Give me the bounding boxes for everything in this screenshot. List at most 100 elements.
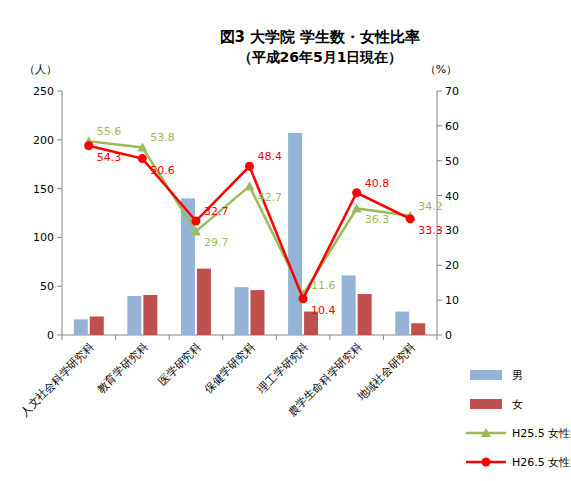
legend-label: H25.5 女性比率 (512, 427, 571, 440)
x-tick (276, 335, 277, 340)
y2-tick (437, 335, 442, 336)
legend-marker (481, 428, 491, 437)
data-label: 40.8 (365, 177, 390, 190)
legend-label: 男 (512, 369, 523, 382)
marker (84, 141, 93, 150)
bar (411, 323, 425, 335)
marker (245, 181, 255, 190)
x-tick (329, 335, 330, 340)
chart: 図3 大学院 学生数・女性比率 （平成26年5月1日現在） （人） （%） 0 50 100… (0, 0, 571, 481)
x-tick-label: 保健学研究科 (202, 340, 258, 396)
x-tick-label: 人文社会科学研究科 (18, 340, 97, 419)
x-tick (169, 335, 170, 340)
y-tick-label: 50 (40, 280, 54, 293)
y-axis-label: （人） (24, 63, 57, 76)
data-label: 54.3 (97, 151, 122, 164)
plot-area (74, 133, 425, 335)
marker (191, 217, 200, 226)
legend-label: H26.5 女性比率 (512, 456, 571, 469)
y2-tick (437, 195, 442, 196)
y2-tick (437, 91, 442, 92)
bar (235, 287, 249, 335)
y2-tick-label: 10 (445, 294, 459, 307)
bar (342, 275, 356, 335)
y-tick (57, 91, 62, 92)
legend-marker (482, 458, 491, 467)
axes: 050100150200250010203040506070人文社会科学研究科教… (18, 85, 459, 419)
data-label: 10.4 (311, 304, 336, 317)
y-tick (57, 237, 62, 238)
y-tick-label: 200 (33, 134, 54, 147)
legend: 男女 H25.5 女性比率 H26.5 女性比率 (466, 369, 571, 469)
y2-tick-label: 70 (445, 85, 459, 98)
x-tick-label: 農学生命科学研究科 (286, 340, 365, 419)
y-tick-label: 250 (33, 85, 54, 98)
marker (245, 162, 254, 171)
marker (191, 226, 201, 235)
data-label: 34.2 (418, 200, 443, 213)
data-label: 11.6 (311, 279, 336, 292)
marker (406, 214, 415, 223)
y2-tick-label: 20 (445, 259, 459, 272)
data-label: 33.3 (418, 224, 443, 237)
marker (352, 188, 361, 197)
y2-axis-line (437, 91, 438, 335)
y-tick-label: 0 (47, 329, 54, 342)
data-label: 55.6 (97, 125, 122, 138)
line (89, 141, 410, 294)
x-tick (222, 335, 223, 340)
y-tick (57, 188, 62, 189)
legend-label: 女 (512, 398, 523, 411)
bar (251, 290, 265, 335)
marker (299, 294, 308, 303)
bar (74, 319, 88, 335)
bar (143, 295, 157, 335)
y2-tick-label: 30 (445, 224, 459, 237)
x-axis-line (62, 335, 437, 336)
x-tick (437, 335, 438, 340)
y2-tick (437, 265, 442, 266)
y-tick-label: 100 (33, 231, 54, 244)
y-tick (57, 335, 62, 336)
legend-swatch (470, 370, 502, 380)
x-tick-label: 理工学研究科 (255, 340, 311, 396)
y2-axis-label: （%） (425, 63, 457, 76)
y2-tick-label: 40 (445, 190, 459, 203)
y2-tick-label: 50 (445, 155, 459, 168)
data-label: 32.7 (204, 205, 229, 218)
y-tick (57, 286, 62, 287)
bar (288, 133, 302, 335)
y2-tick (437, 300, 442, 301)
marker (138, 154, 147, 163)
data-label: 48.4 (258, 150, 283, 163)
legend-swatch (470, 399, 502, 409)
x-tick (62, 335, 63, 340)
marker (137, 142, 147, 151)
subtitle: （平成26年5月1日現在） (238, 49, 403, 65)
title: 図3 大学院 学生数・女性比率 (220, 28, 421, 46)
marker (352, 203, 362, 212)
data-label: 42.7 (258, 191, 283, 204)
x-tick-label: 地域社会研究科 (354, 340, 418, 404)
x-tick-label: 教育学研究科 (95, 340, 151, 396)
data-label: 29.7 (204, 236, 229, 249)
y-tick-label: 150 (33, 183, 54, 196)
y-axis-line (62, 91, 63, 335)
data-label: 50.6 (150, 164, 175, 177)
x-tick (115, 335, 116, 340)
data-label: 53.8 (150, 131, 175, 144)
bar (358, 294, 372, 335)
y2-tick-label: 60 (445, 120, 459, 133)
bar (90, 316, 104, 335)
line (89, 146, 410, 299)
y2-tick (437, 160, 442, 161)
bar (395, 312, 409, 335)
y-tick (57, 139, 62, 140)
data-label: 36.3 (365, 213, 390, 226)
bar (127, 296, 141, 335)
bar (197, 269, 211, 335)
y2-tick (437, 125, 442, 126)
x-tick (383, 335, 384, 340)
x-tick-label: 医学研究科 (156, 340, 204, 388)
data-labels: 55.6 53.8 29.7 42.7 11.6 36.3 34.2 54.3 50.6 32.7… (97, 125, 443, 317)
